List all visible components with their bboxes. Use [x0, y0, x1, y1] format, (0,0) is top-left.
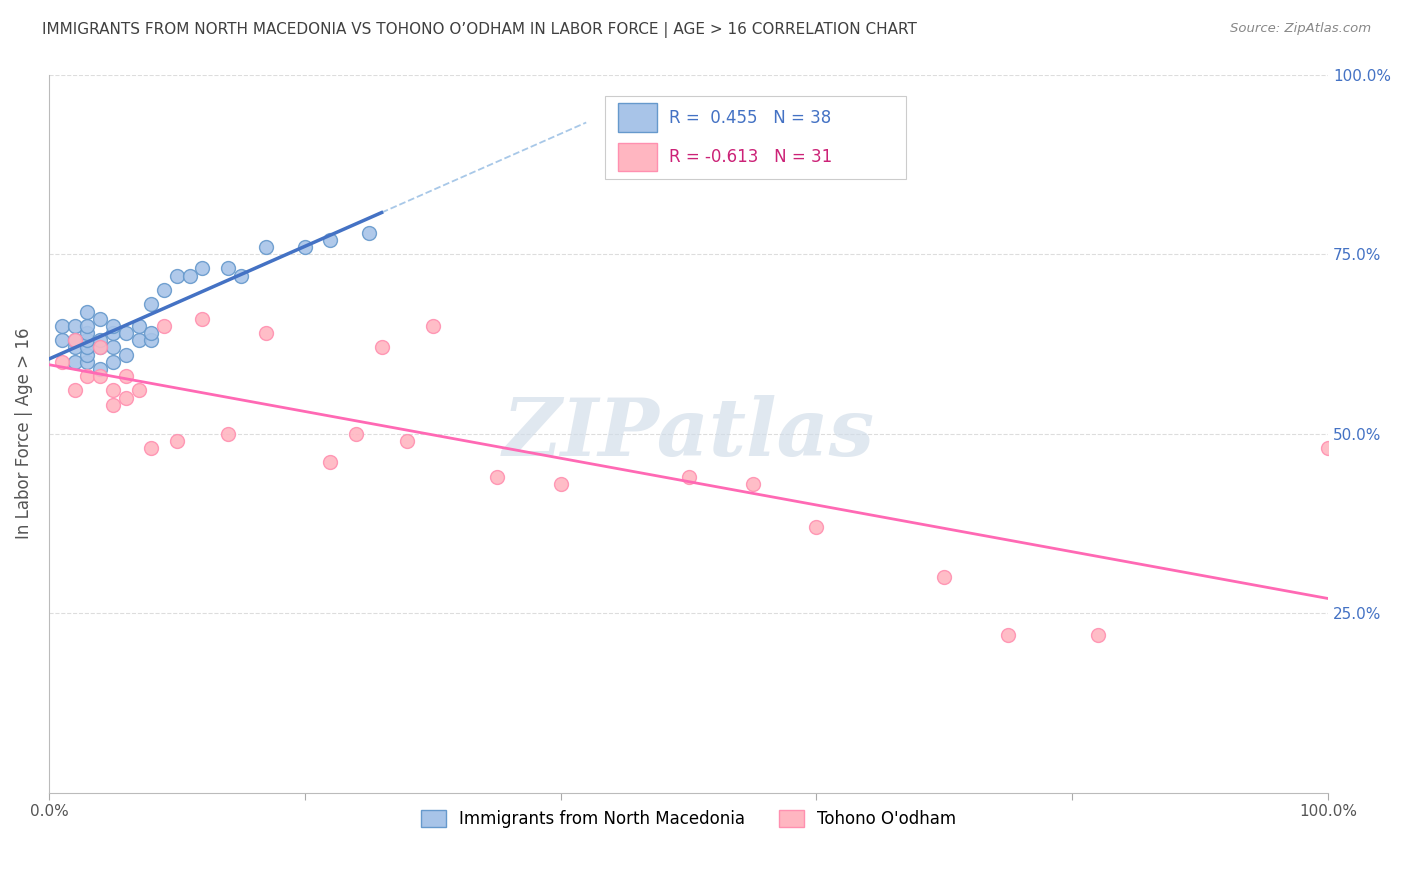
Point [101, 384, 124, 398]
Point [76, 340, 98, 354]
Point [229, 268, 252, 283]
Point [254, 326, 277, 340]
Point [128, 333, 150, 347]
Bar [619, 103, 657, 132]
Point [370, 340, 392, 354]
Point [485, 469, 508, 483]
Point [128, 318, 150, 333]
Point [1317, 441, 1340, 455]
Point [141, 333, 163, 347]
Point [76, 318, 98, 333]
Point [191, 311, 214, 326]
Point [63, 333, 86, 347]
Point [76, 326, 98, 340]
Point [101, 355, 124, 369]
Point [396, 434, 419, 448]
Point [63, 355, 86, 369]
Point [51, 355, 73, 369]
Point [63, 318, 86, 333]
Point [128, 384, 150, 398]
Point [76, 355, 98, 369]
Point [1087, 628, 1109, 642]
Point [153, 318, 176, 333]
Point [89, 369, 111, 384]
Point [217, 426, 239, 441]
Point [550, 476, 572, 491]
Text: R =  0.455   N = 38: R = 0.455 N = 38 [669, 109, 831, 127]
Point [166, 434, 188, 448]
Bar [619, 143, 657, 171]
Point [76, 333, 98, 347]
Point [89, 362, 111, 376]
Point [51, 318, 73, 333]
Point [217, 261, 239, 276]
Y-axis label: In Labor Force | Age > 16: In Labor Force | Age > 16 [15, 328, 32, 540]
Point [101, 340, 124, 354]
Point [63, 340, 86, 354]
Text: R = -0.613   N = 31: R = -0.613 N = 31 [669, 148, 832, 166]
Point [114, 348, 136, 362]
Point [934, 570, 956, 584]
Point [422, 318, 444, 333]
Point [114, 369, 136, 384]
Point [76, 369, 98, 384]
Point [678, 469, 700, 483]
Point [51, 333, 73, 347]
Point [89, 340, 111, 354]
Text: IMMIGRANTS FROM NORTH MACEDONIA VS TOHONO O’ODHAM IN LABOR FORCE | AGE > 16 CORR: IMMIGRANTS FROM NORTH MACEDONIA VS TOHON… [42, 22, 917, 38]
Point [114, 326, 136, 340]
Point [179, 268, 201, 283]
Point [141, 297, 163, 311]
Point [141, 326, 163, 340]
Point [166, 268, 188, 283]
Point [191, 261, 214, 276]
Point [89, 311, 111, 326]
Point [344, 426, 367, 441]
Legend: Immigrants from North Macedonia, Tohono O'odham: Immigrants from North Macedonia, Tohono … [415, 803, 963, 835]
Point [114, 391, 136, 405]
Point [294, 240, 316, 254]
Point [63, 333, 86, 347]
Point [89, 333, 111, 347]
Point [319, 233, 342, 247]
Point [89, 340, 111, 354]
Point [141, 441, 163, 455]
Point [153, 283, 176, 297]
Point [357, 226, 380, 240]
Point [76, 348, 98, 362]
Point [806, 520, 828, 534]
Point [101, 398, 124, 412]
Point [63, 384, 86, 398]
Point [101, 326, 124, 340]
Point [997, 628, 1019, 642]
Point [741, 476, 763, 491]
Point [76, 304, 98, 318]
Text: Source: ZipAtlas.com: Source: ZipAtlas.com [1230, 22, 1371, 36]
Point [319, 455, 342, 469]
Point [254, 240, 277, 254]
Point [101, 318, 124, 333]
FancyBboxPatch shape [606, 96, 905, 178]
Text: ZIPatlas: ZIPatlas [502, 395, 875, 473]
